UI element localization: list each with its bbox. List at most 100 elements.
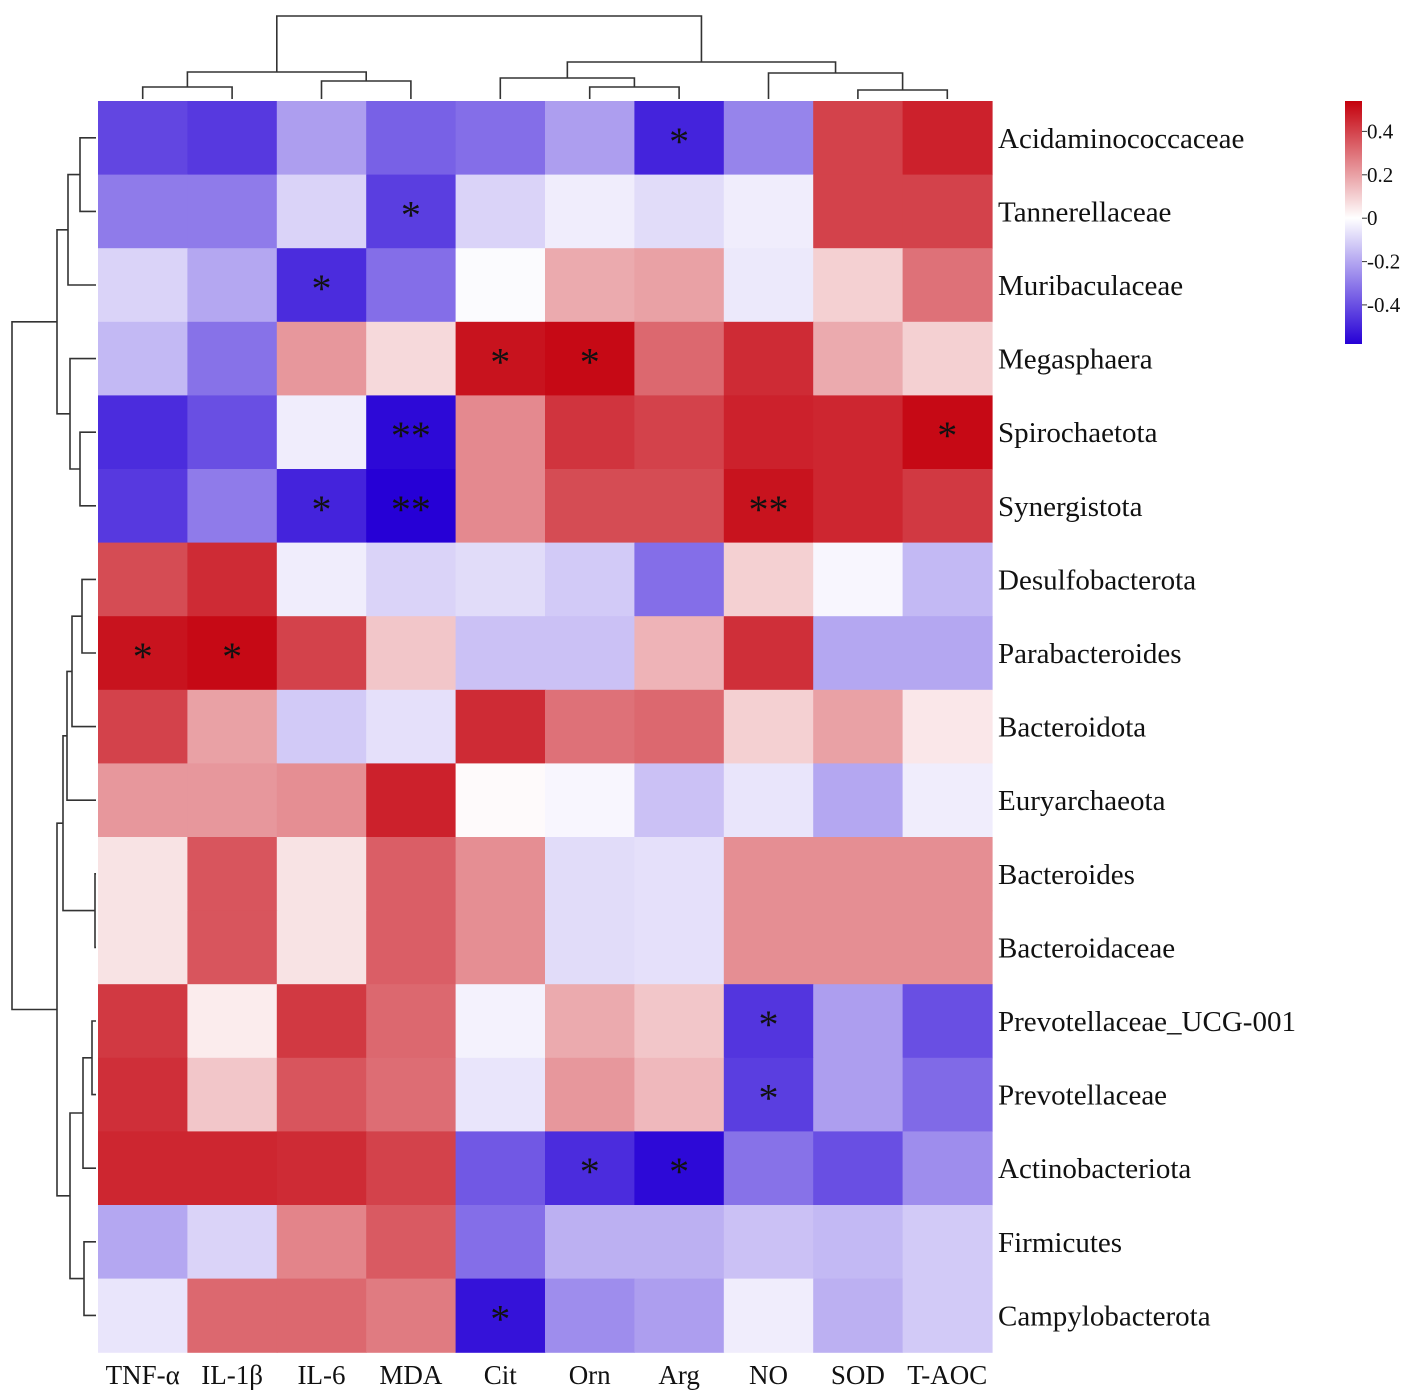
- heatmap-cell: [366, 321, 457, 396]
- heatmap-cell: [187, 763, 278, 838]
- dendrogram-branch: [186, 71, 367, 87]
- heatmap-cell: [723, 837, 814, 912]
- row-label: Actinobacteriota: [998, 1153, 1191, 1185]
- heatmap-cell: [276, 395, 367, 470]
- heatmap-cell: [187, 321, 278, 396]
- heatmap-cell: [366, 1057, 457, 1132]
- heatmap-cell: [98, 616, 188, 691]
- heatmap-cell: [902, 763, 993, 838]
- significance-mark: *: [759, 1002, 779, 1047]
- dendrogram-branch: [141, 86, 233, 99]
- dendrogram-branch: [82, 1057, 96, 1169]
- heatmap-cell: [813, 469, 904, 544]
- heatmap-cell: [902, 837, 993, 912]
- heatmap-cell: [366, 616, 457, 691]
- heatmap-cell: [98, 910, 188, 985]
- row-label: Synergistota: [998, 491, 1143, 523]
- heatmap-cell: [634, 542, 725, 617]
- heatmap-cell: [634, 469, 725, 544]
- heatmap-cell: [98, 469, 188, 544]
- dendrogram-branch: [499, 77, 636, 99]
- heatmap-cell: [723, 469, 814, 544]
- heatmap-cell: [902, 469, 993, 544]
- heatmap-cell: [98, 837, 188, 912]
- row-label: Spirochaetota: [998, 417, 1158, 449]
- heatmap-cell: [723, 616, 814, 691]
- significance-mark: *: [490, 340, 510, 385]
- significance-mark: **: [391, 487, 431, 532]
- heatmap-cell: [813, 321, 904, 396]
- heatmap-cell: [723, 763, 814, 838]
- heatmap-cell: [98, 984, 188, 1059]
- heatmap-cell: [455, 321, 546, 396]
- heatmap-cell: [187, 837, 278, 912]
- heatmap-cell: [902, 1057, 993, 1132]
- heatmap-cell: [455, 1131, 546, 1206]
- dendrogram-branch: [91, 1020, 96, 1096]
- heatmap-cell: [98, 395, 188, 470]
- heatmap-cell: [98, 321, 188, 396]
- heatmap-cell: [545, 1131, 635, 1206]
- heatmap-cell: [187, 616, 278, 691]
- dendrogram-branch: [83, 1241, 96, 1317]
- heatmap-cell: [187, 395, 278, 470]
- heatmap-cell: [98, 763, 188, 838]
- significance-mark: *: [312, 266, 332, 311]
- colorbar-tick-label: 0.4: [1367, 119, 1394, 143]
- heatmap-cell: [813, 616, 904, 691]
- heatmap-cell: [723, 248, 814, 323]
- heatmap-cell: [276, 763, 367, 838]
- heatmap-cell: [187, 469, 278, 544]
- row-label: Euryarchaeota: [998, 785, 1166, 817]
- dendrogram-branch: [11, 321, 57, 1011]
- dendrogram-branch: [71, 615, 96, 728]
- row-label: Bacteroides: [998, 859, 1135, 891]
- heatmap-cell: [545, 689, 635, 764]
- heatmap-cell: [276, 837, 367, 912]
- heatmap-cell: [634, 910, 725, 985]
- dendrogram-branch: [69, 1112, 84, 1280]
- column-label: Arg: [658, 1360, 700, 1390]
- heatmap-cell: [902, 395, 993, 470]
- heatmap-cell: [455, 101, 546, 176]
- heatmap-cell: [455, 542, 546, 617]
- heatmap-cell: [455, 469, 546, 544]
- heatmap-cell: [455, 395, 546, 470]
- significance-mark: *: [580, 340, 600, 385]
- dendrogram-branch: [276, 15, 703, 72]
- row-label: Megasphaera: [998, 344, 1153, 376]
- significance-mark: **: [749, 487, 789, 532]
- heatmap-cell: [366, 174, 457, 249]
- colorbar-gradient: [1345, 101, 1362, 344]
- colorbar-tick-label: -0.2: [1367, 250, 1400, 274]
- heatmap-cell: [545, 1278, 635, 1353]
- heatmap-cell: [902, 542, 993, 617]
- heatmap-cell: [634, 689, 725, 764]
- heatmap-cell: [545, 248, 635, 323]
- heatmap-cell: [813, 763, 904, 838]
- row-label: Prevotellaceae_UCG-001: [998, 1006, 1296, 1038]
- heatmap-cell: [276, 174, 367, 249]
- heatmap-cell: [98, 1205, 188, 1280]
- heatmap-cell: [455, 837, 546, 912]
- dendrogram-branch: [857, 89, 949, 99]
- heatmap-cell: [366, 395, 457, 470]
- row-label: Bacteroidota: [998, 712, 1146, 744]
- heatmap-cell: [634, 101, 725, 176]
- heatmap-cell: [276, 248, 367, 323]
- dendrogram-branch: [69, 357, 96, 470]
- heatmap-cell: [813, 174, 904, 249]
- significance-mark: *: [222, 634, 242, 679]
- heatmap-cell: [366, 763, 457, 838]
- heatmap-cell: [634, 984, 725, 1059]
- heatmap-cell: [455, 1278, 546, 1353]
- column-label: Cit: [484, 1360, 518, 1390]
- heatmap-cell: [187, 174, 278, 249]
- heatmap-cell: [634, 395, 725, 470]
- significance-marks: **** *** ** ** *** **** **: [133, 119, 958, 1342]
- column-label: TNF-α: [106, 1360, 180, 1390]
- heatmap-cell: [98, 1057, 188, 1132]
- heatmap-cell: [634, 1278, 725, 1353]
- heatmap-cell: [723, 321, 814, 396]
- row-label: Firmicutes: [998, 1227, 1122, 1259]
